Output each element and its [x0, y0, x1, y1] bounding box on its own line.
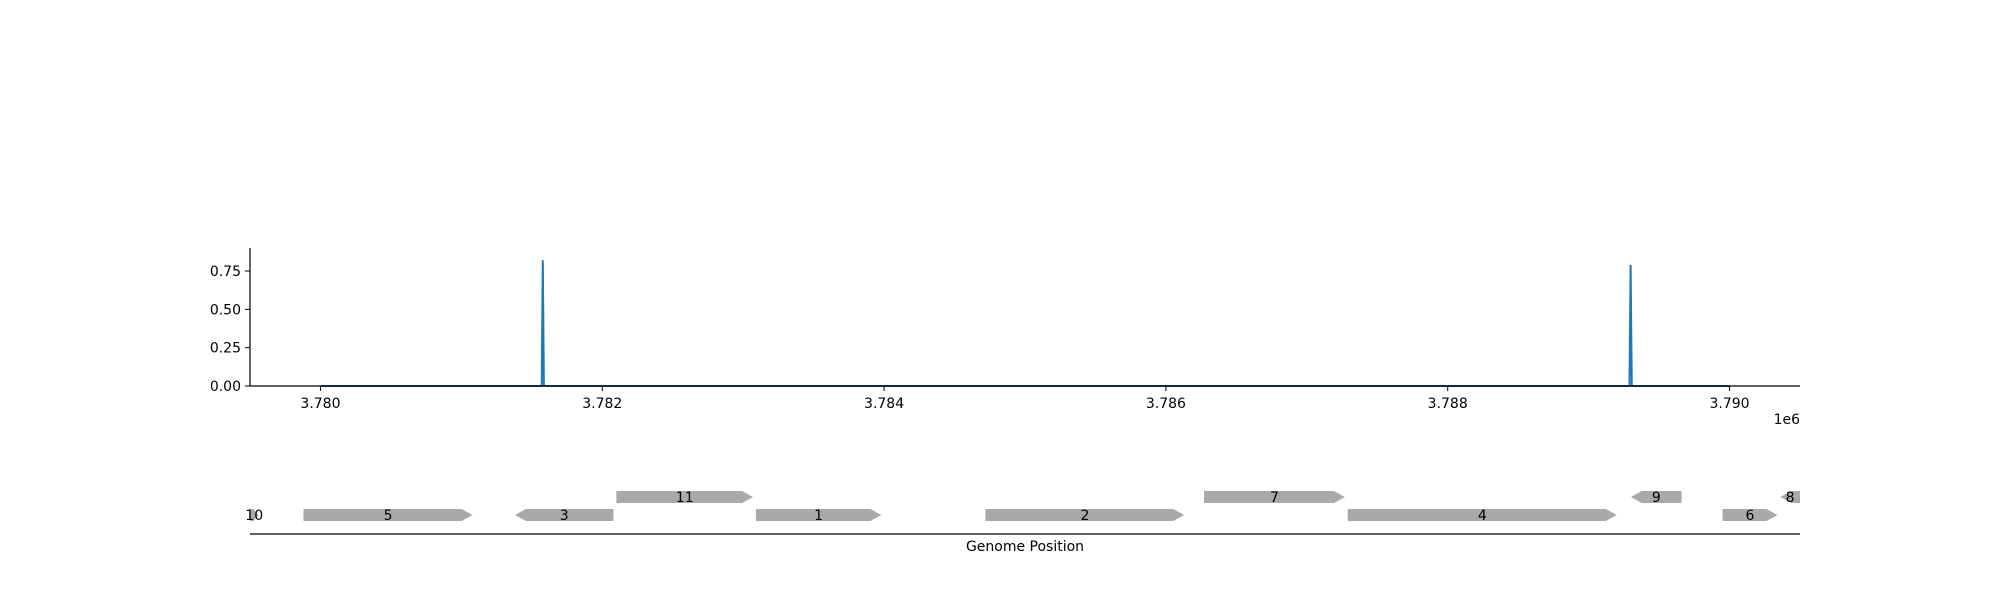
gene-label-10: 10 — [245, 508, 263, 524]
x-offset-label: 1e6 — [1774, 412, 1801, 428]
x-ticks-group: 3.780 3.782 3.784 3.786 3.788 3.790 — [300, 386, 1750, 412]
gene-arrow-2 — [985, 509, 1185, 521]
gene-label-2: 2 — [1080, 508, 1089, 524]
gene-label-4: 4 — [1478, 508, 1487, 524]
coverage-chart: 3.780 3.782 3.784 3.786 3.788 3.790 0.000.250… — [210, 248, 1800, 428]
gene-track-xlabel: Genome Position — [966, 539, 1084, 555]
gene-label-5: 5 — [384, 508, 393, 524]
y-tick-label: 0.00 — [210, 379, 241, 395]
gene-arrow-11 — [616, 491, 753, 503]
gene-label-1: 1 — [814, 508, 823, 524]
gene-arrow-8 — [1780, 491, 1800, 503]
gene-label-9: 9 — [1652, 490, 1661, 506]
gene-arrow-3 — [514, 509, 614, 521]
gene-arrow-1 — [755, 509, 882, 521]
gene-label-3: 3 — [560, 508, 569, 524]
coverage-series-group — [320, 260, 1730, 387]
y-tick-label: 0.75 — [210, 264, 241, 280]
y-tick-label: 0.25 — [210, 341, 241, 357]
gene-arrow-4 — [1347, 509, 1617, 521]
gene-arrow-5 — [303, 509, 473, 521]
gene-label-11: 11 — [676, 490, 694, 506]
gene-arrow-10 — [250, 509, 259, 521]
x-tick-label: 3.782 — [582, 396, 622, 412]
gene-arrow-7 — [1204, 491, 1345, 503]
gene-label-7: 7 — [1270, 490, 1279, 506]
y-ticks-group: 0.00 0.25 0.50 0.75 — [210, 264, 250, 395]
x-tick-label: 3.788 — [1428, 396, 1468, 412]
gene-arrow-6 — [1722, 509, 1778, 521]
gene-label-6: 6 — [1746, 508, 1755, 524]
x-tick-label: 3.790 — [1709, 396, 1749, 412]
x-tick-label: 3.780 — [300, 396, 340, 412]
x-tick-label: 3.786 — [1146, 396, 1186, 412]
coverage-line-0 — [320, 260, 1730, 387]
gene-arrow-9 — [1630, 491, 1682, 503]
y-tick-label: 0.50 — [210, 302, 241, 318]
gene-label-8: 8 — [1786, 490, 1795, 506]
x-tick-label: 3.784 — [864, 396, 904, 412]
